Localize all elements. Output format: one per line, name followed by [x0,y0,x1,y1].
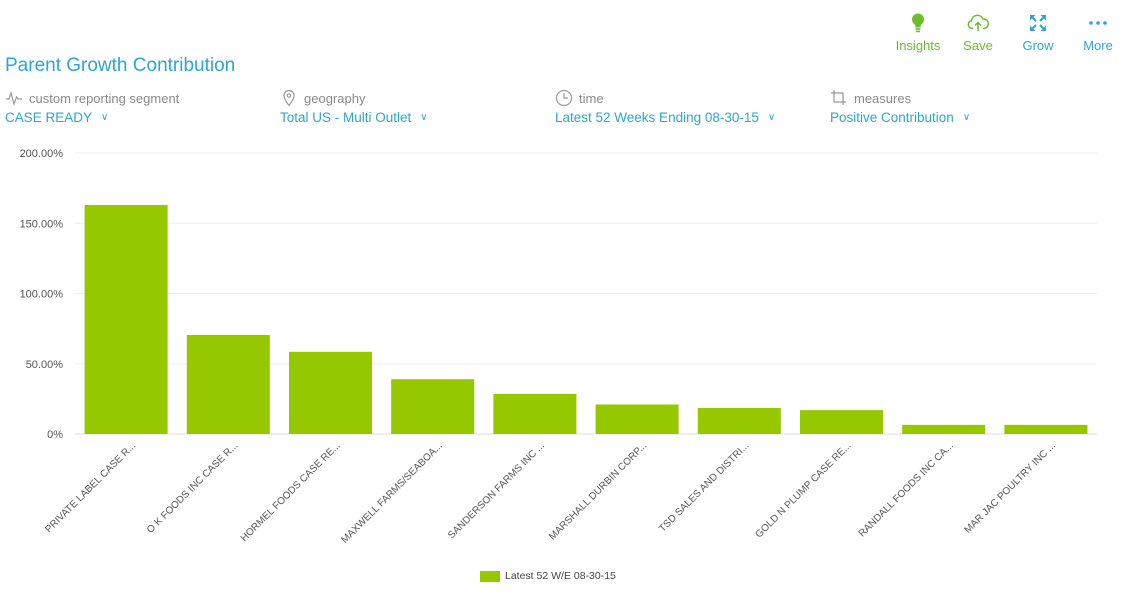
bar[interactable] [902,424,986,434]
y-tick-label: 50.00% [26,359,64,371]
lightbulb-icon [912,13,924,33]
page-title: Parent Growth Contribution [5,55,236,76]
bar-chart: 0% 50.00% 100.00% 150.00% 200.00% PRIVATE LAB… [20,148,1097,546]
x-tick-label: GOLD N PLUMP CASE RE... [754,440,854,540]
time-value: Latest 52 Weeks Ending 08-30-15 [555,110,759,125]
chevron-down-icon: ∨ [420,112,428,123]
bar[interactable] [186,334,270,434]
segment-filter-label: custom reporting segment [29,90,180,106]
x-tick-label: TSD SALES AND DISTRI... [657,440,751,534]
x-tick-label: MAXWELL FARMS/SEABOA... [339,440,444,545]
bar[interactable] [493,393,577,434]
measures-filter-label: measures [854,90,912,106]
bar[interactable] [800,410,883,434]
segment-filter: custom reporting segment CASE READY ∨ [5,88,180,126]
bar[interactable] [1004,424,1088,434]
segment-dropdown[interactable]: CASE READY ∨ [5,110,179,125]
bar[interactable] [84,204,168,434]
legend-swatch [480,570,500,582]
y-tick-label: 0% [47,429,63,441]
more-dots-icon [1089,21,1107,25]
time-filter-label: time [579,90,604,106]
x-tick-label: PRIVATE LABEL CASE R... [43,440,138,535]
grow-label: Grow [1022,38,1054,53]
x-tick-label: RANDALL FOODS INC CA... [857,440,956,539]
cloud-upload-icon [967,14,989,31]
y-tick-label: 200.00% [20,148,64,160]
toolbar: Insights Save Grow More [888,12,1128,58]
x-tick-label: MAR JAC POULTRY INC ... [963,440,1058,535]
x-tick-label: MARSHALL DURBIN CORP... [547,440,649,542]
crop-icon [831,90,846,105]
chevron-down-icon: ∨ [962,112,971,123]
time-filter: time Latest 52 Weeks Ending 08-30-15 ∨ [555,88,775,125]
pulse-icon [6,90,22,106]
x-tick-label: HORMEL FOODS CASE RE... [239,440,343,544]
more-label: More [1083,38,1113,53]
y-tick-label: 100.00% [20,289,64,301]
segment-value: CASE READY [5,110,93,125]
bar[interactable] [391,379,475,434]
save-label: Save [963,38,993,53]
insights-label: Insights [895,38,941,53]
clock-icon [555,89,573,107]
measures-filter: measures Positive Contribution ∨ [830,88,970,125]
chevron-down-icon: ∨ [767,112,776,123]
chevron-down-icon: ∨ [101,112,109,123]
geography-dropdown[interactable]: Total US - Multi Outlet ∨ [280,110,428,125]
grow-button[interactable]: Grow [1008,12,1068,58]
save-button[interactable]: Save [948,12,1008,58]
more-button[interactable]: More [1068,12,1128,58]
geography-filter: geography Total US - Multi Outlet ∨ [280,88,428,125]
measures-dropdown[interactable]: Positive Contribution ∨ [830,110,970,125]
filter-bar: custom reporting segment CASE READY ∨ ge… [0,88,1128,128]
legend-label: Latest 52 W/E 08-30-15 [505,570,616,582]
x-tick-label: SANDERSON FARMS INC ... [446,440,547,541]
time-dropdown[interactable]: Latest 52 Weeks Ending 08-30-15 ∨ [555,110,775,125]
x-tick-label: O K FOODS INC CASE R... [145,440,240,535]
expand-icon [1030,15,1046,31]
bar[interactable] [595,404,679,434]
geography-value: Total US - Multi Outlet [280,110,412,125]
y-tick-label: 150.00% [20,218,64,230]
chart-legend: Latest 52 W/E 08-30-15 [480,570,616,582]
bar[interactable] [289,351,372,434]
geography-filter-label: geography [304,90,366,106]
map-pin-icon [283,89,295,107]
insights-button[interactable]: Insights [888,12,948,58]
measures-value: Positive Contribution [830,110,954,125]
bar[interactable] [697,408,781,434]
